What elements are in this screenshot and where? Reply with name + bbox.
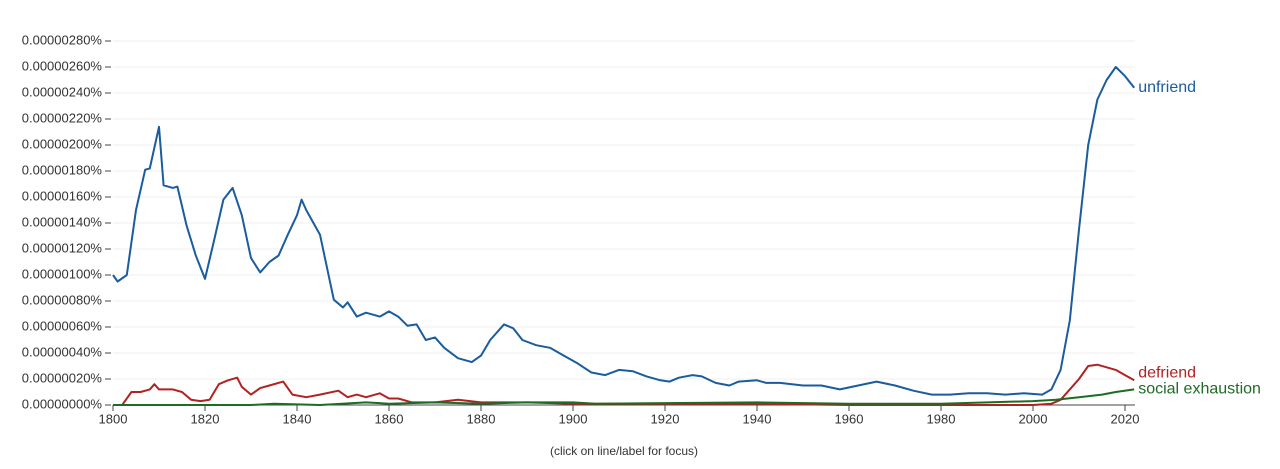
series-line[interactable] [113, 388, 1135, 406]
series-label[interactable]: social exhaustion [1138, 381, 1261, 398]
y-tick-label: 0.00000180% [22, 162, 103, 177]
y-tick-label: 0.00000060% [22, 318, 103, 333]
y-tick-label: 0.00000120% [22, 240, 103, 255]
x-tick-label: 1900 [559, 411, 588, 426]
x-tick-label: 2020 [1111, 411, 1140, 426]
y-tick-label: 0.00000020% [22, 370, 103, 385]
y-tick-label: 0.00000080% [22, 292, 103, 307]
x-tick-label: 1820 [191, 411, 220, 426]
y-tick-label: 0.00000220% [22, 110, 103, 125]
y-tick-label: 0.00000240% [22, 84, 103, 99]
x-tick-label: 1880 [467, 411, 496, 426]
series-line[interactable] [113, 363, 1135, 406]
x-tick-label: 1920 [651, 411, 680, 426]
y-tick-label: 0.00000280% [22, 32, 103, 47]
x-tick-label: 1840 [283, 411, 312, 426]
x-tick-label: 2000 [1019, 411, 1048, 426]
y-tick-label: 0.00000100% [22, 266, 103, 281]
series-label[interactable]: unfriend [1138, 79, 1196, 96]
y-tick-label: 0.00000260% [22, 58, 103, 73]
x-tick-label: 1860 [375, 411, 404, 426]
y-tick-label: 0.00000000% [22, 396, 103, 411]
x-tick-label: 1960 [835, 411, 864, 426]
x-tick-label: 1980 [927, 411, 956, 426]
series-line[interactable] [112, 66, 1135, 396]
y-tick-label: 0.00000160% [22, 188, 103, 203]
y-tick-label: 0.00000140% [22, 214, 103, 229]
x-tick-label: 1940 [743, 411, 772, 426]
footer: (click on line/label for focus) [550, 444, 698, 458]
y-tick-label: 0.00000200% [22, 136, 103, 151]
series-label[interactable]: defriend [1138, 365, 1196, 382]
x-tick-label: 1800 [99, 411, 128, 426]
y-tick-label: 0.00000040% [22, 344, 103, 359]
